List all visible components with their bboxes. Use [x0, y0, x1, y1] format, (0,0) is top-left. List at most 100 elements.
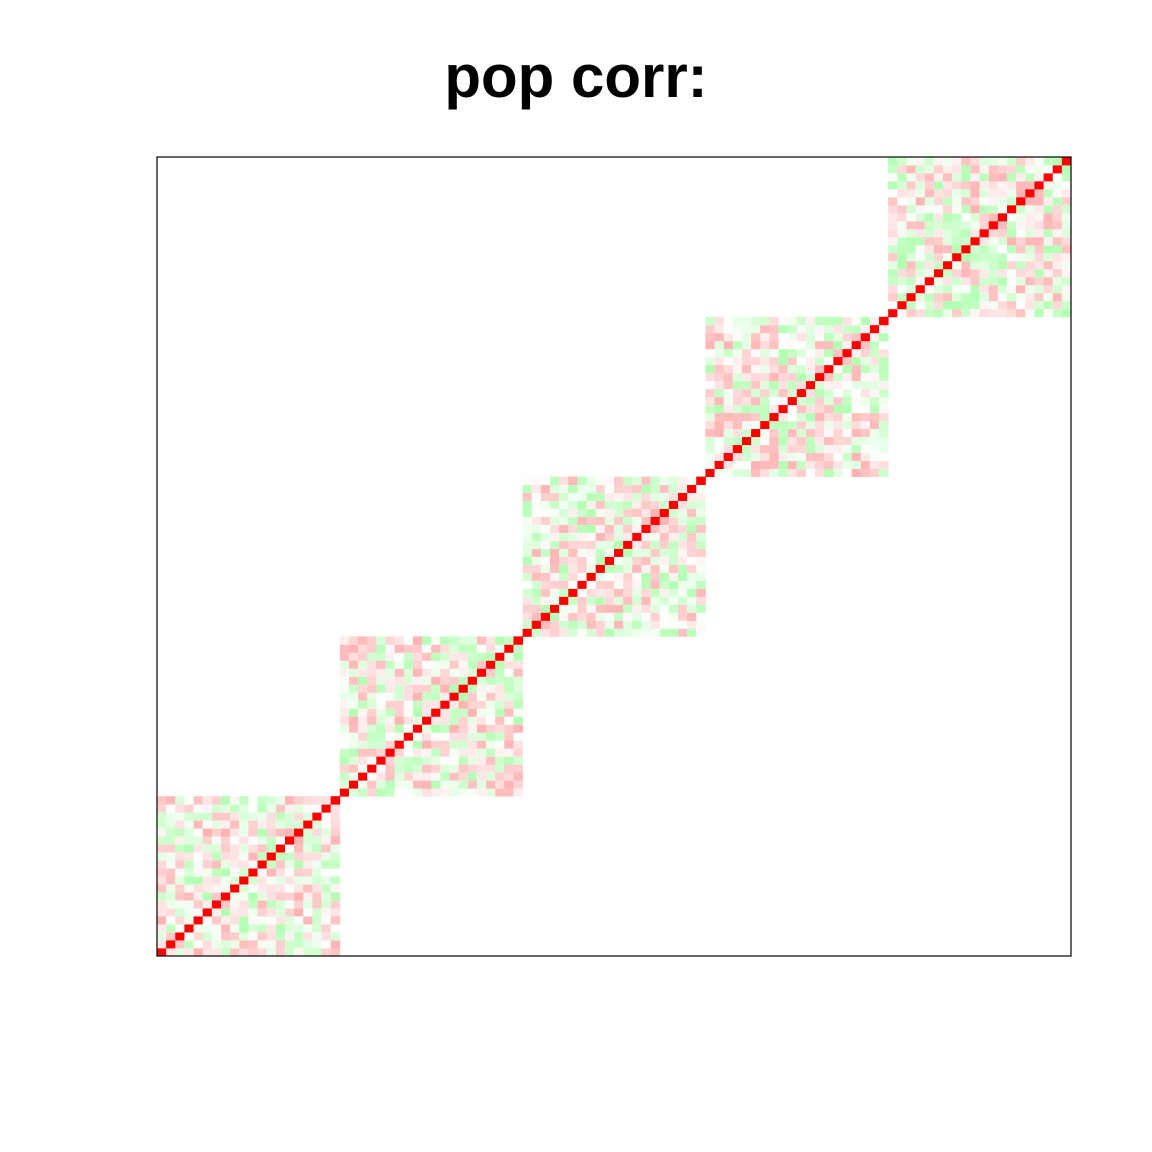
heatmap-cell: [294, 812, 304, 821]
diagonal-cell: [284, 836, 295, 845]
heatmap-cell: [714, 396, 725, 406]
heatmap-cell: [294, 932, 304, 941]
heatmap-cell: [367, 748, 377, 757]
heatmap-cell: [367, 636, 377, 645]
heatmap-cell: [659, 572, 670, 581]
heatmap-cell: [933, 300, 944, 310]
heatmap-cell: [348, 716, 359, 725]
heatmap-cell: [805, 356, 816, 366]
heatmap-cell: [659, 588, 670, 597]
heatmap-cell: [175, 852, 185, 861]
heatmap-cell: [988, 292, 999, 302]
heatmap-cell: [623, 548, 633, 557]
heatmap-cell: [924, 188, 935, 198]
heatmap-cell: [504, 748, 514, 757]
heatmap-cell: [330, 836, 341, 845]
heatmap-cell: [348, 788, 359, 797]
heatmap-cell: [668, 580, 679, 589]
heatmap-cell: [824, 444, 834, 454]
heatmap-cell: [1034, 268, 1044, 278]
heatmap-cell: [997, 196, 1008, 206]
heatmap-cell: [403, 764, 414, 773]
heatmap-cell: [860, 468, 871, 477]
heatmap-cell: [796, 404, 807, 414]
heatmap-cell: [550, 508, 560, 517]
heatmap-cell: [933, 244, 944, 254]
heatmap-cell: [650, 620, 661, 629]
heatmap-cell: [915, 220, 926, 230]
heatmap-cell: [796, 444, 807, 454]
heatmap-cell: [869, 436, 880, 446]
heatmap-cell: [741, 356, 752, 366]
heatmap-cell: [577, 596, 587, 605]
heatmap-cell: [851, 404, 862, 414]
heatmap-cell: [504, 708, 514, 717]
heatmap-cell: [714, 436, 725, 446]
heatmap-cell: [559, 540, 569, 549]
diagonal-cell: [504, 644, 514, 653]
heatmap-cell: [933, 236, 944, 246]
heatmap-cell: [348, 740, 359, 749]
heatmap-cell: [833, 436, 843, 446]
heatmap-cell: [732, 372, 743, 382]
heatmap-cell: [614, 484, 624, 493]
heatmap-cell: [211, 860, 222, 869]
heatmap-cell: [760, 428, 770, 438]
heatmap-cell: [815, 404, 825, 414]
heatmap-cell: [1061, 164, 1072, 174]
heatmap-cell: [522, 604, 533, 613]
heatmap-cell: [504, 732, 514, 741]
heatmap-cell: [732, 460, 743, 470]
diagonal-cell: [787, 396, 798, 406]
heatmap-cell: [568, 612, 578, 621]
heatmap-cell: [449, 724, 460, 733]
heatmap-cell: [732, 396, 743, 406]
heatmap-cell: [385, 732, 396, 741]
heatmap-cell: [879, 356, 889, 366]
heatmap-cell: [696, 620, 706, 629]
heatmap-cell: [915, 228, 926, 238]
heatmap-cell: [257, 892, 268, 901]
heatmap-cell: [604, 572, 615, 581]
heatmap-cell: [339, 700, 350, 709]
heatmap-cell: [915, 276, 926, 286]
heatmap-cell: [394, 676, 405, 685]
heatmap-cell: [668, 508, 679, 517]
heatmap-cell: [732, 452, 743, 462]
heatmap-cell: [897, 292, 907, 302]
heatmap-cell: [924, 204, 935, 214]
heatmap-cell: [531, 516, 542, 525]
heatmap-cell: [184, 892, 194, 901]
heatmap-cell: [175, 860, 185, 869]
heatmap-cell: [348, 684, 359, 693]
heatmap-cell: [495, 716, 505, 725]
heatmap-cell: [842, 404, 853, 414]
heatmap-cell: [952, 300, 962, 310]
heatmap-cell: [787, 380, 798, 390]
heatmap-cell: [604, 612, 615, 621]
heatmap-cell: [924, 180, 935, 190]
heatmap-cell: [422, 724, 432, 733]
heatmap-cell: [294, 892, 304, 901]
heatmap-cell: [696, 516, 706, 525]
heatmap-cell: [275, 860, 286, 869]
heatmap-cell: [961, 204, 971, 214]
heatmap-cell: [531, 492, 542, 501]
heatmap-cell: [230, 948, 240, 957]
heatmap-cell: [467, 668, 478, 677]
heatmap-cell: [668, 532, 679, 541]
heatmap-cell: [157, 940, 167, 949]
heatmap-cell: [248, 796, 258, 805]
heatmap-cell: [202, 796, 213, 805]
heatmap-cell: [166, 948, 176, 957]
heatmap-cell: [531, 508, 542, 517]
heatmap-cell: [979, 236, 990, 246]
heatmap-cell: [604, 524, 615, 533]
heatmap-cell: [348, 756, 359, 765]
heatmap-cell: [1043, 188, 1054, 198]
heatmap-cell: [467, 700, 478, 709]
heatmap-cell: [303, 884, 313, 893]
heatmap-cell: [294, 804, 304, 813]
heatmap-cell: [677, 476, 688, 485]
heatmap-cell: [1034, 220, 1044, 230]
